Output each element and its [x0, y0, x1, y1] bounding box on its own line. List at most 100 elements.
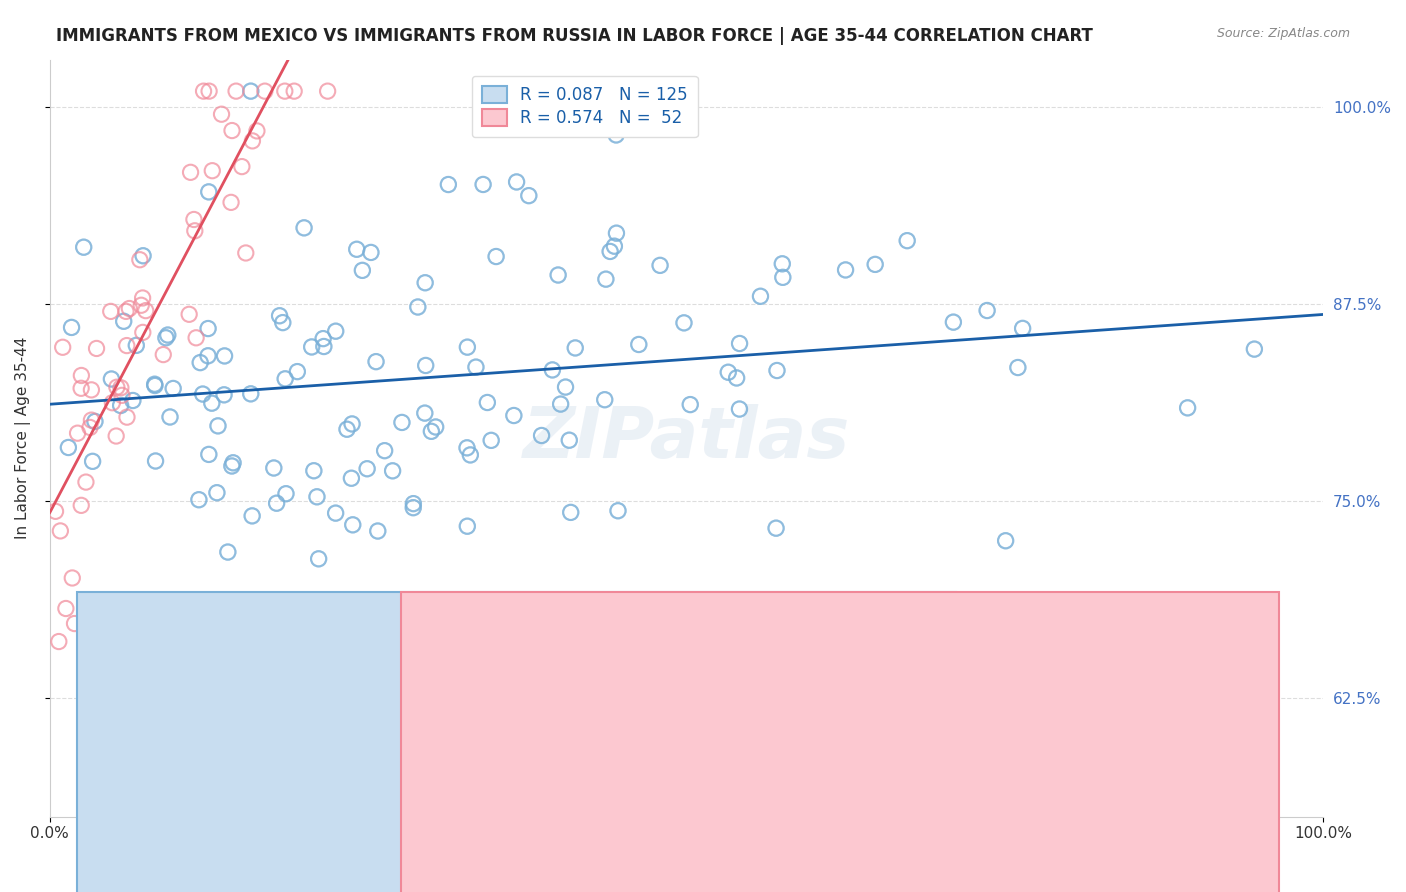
Point [179, 307, 201, 321]
Point [197, 185, 219, 199]
Point [976, 303, 998, 318]
Point [485, 250, 508, 264]
Point [143, 377, 166, 392]
Point [342, 517, 364, 532]
Point [201, 396, 224, 410]
Point [728, 402, 751, 417]
Point [253, 84, 276, 98]
Point [725, 371, 748, 385]
Point [367, 524, 389, 538]
Point [465, 360, 488, 375]
Point [184, 224, 207, 238]
Point [283, 84, 305, 98]
Point [135, 303, 157, 318]
Point [834, 263, 856, 277]
Point [352, 263, 374, 277]
Point [242, 134, 264, 148]
Point [132, 326, 155, 340]
Point [420, 425, 443, 439]
Point [605, 128, 627, 142]
Point [942, 315, 965, 329]
Point [336, 422, 359, 436]
Point [648, 259, 671, 273]
Point [105, 380, 128, 394]
Point [266, 496, 288, 510]
Point [305, 490, 328, 504]
Point [225, 84, 247, 98]
Point [274, 486, 297, 500]
Point [356, 461, 378, 475]
Point [530, 428, 553, 442]
Point [402, 500, 425, 515]
Point [728, 402, 751, 417]
Point [211, 107, 233, 121]
Point [201, 396, 224, 410]
Point [360, 245, 382, 260]
Point [564, 341, 586, 355]
Point [479, 434, 502, 448]
Point [391, 416, 413, 430]
Point [336, 422, 359, 436]
Point [541, 363, 564, 377]
Point [367, 524, 389, 538]
Point [547, 268, 569, 282]
Point [162, 382, 184, 396]
Point [198, 447, 221, 461]
Point [505, 175, 527, 189]
Point [221, 458, 243, 473]
Point [122, 393, 145, 408]
Point [460, 448, 482, 462]
Text: ZIPatlas: ZIPatlas [523, 403, 851, 473]
Point [187, 492, 209, 507]
Point [285, 365, 308, 379]
Point [770, 257, 793, 271]
Point [162, 382, 184, 396]
Point [360, 245, 382, 260]
Point [325, 506, 347, 520]
Point [115, 410, 138, 425]
Point [302, 464, 325, 478]
Point [205, 485, 228, 500]
Point [191, 387, 214, 401]
Point [413, 406, 436, 420]
Point [100, 372, 122, 386]
Point [595, 272, 617, 286]
Point [413, 276, 436, 290]
Point [60, 320, 83, 334]
Point [340, 417, 363, 431]
Point [143, 377, 166, 392]
Point [896, 234, 918, 248]
Point [316, 84, 339, 98]
Point [402, 500, 425, 515]
Point [156, 328, 179, 343]
Point [159, 409, 181, 424]
Point [766, 363, 789, 377]
Point [198, 84, 221, 98]
Point [219, 195, 242, 210]
Point [132, 249, 155, 263]
Point [413, 406, 436, 420]
Point [672, 316, 695, 330]
Point [530, 428, 553, 442]
Point [79, 420, 101, 434]
Point [342, 517, 364, 532]
Point [364, 354, 387, 368]
Point [214, 349, 236, 363]
Point [217, 545, 239, 559]
Point [381, 464, 404, 478]
Point [485, 250, 508, 264]
Point [415, 359, 437, 373]
Point [125, 338, 148, 352]
Point [274, 372, 297, 386]
Point [554, 380, 576, 394]
Point [263, 461, 285, 475]
Point [340, 471, 363, 485]
Point [648, 259, 671, 273]
Point [325, 324, 347, 338]
Point [356, 461, 378, 475]
Point [305, 490, 328, 504]
Point [60, 571, 83, 585]
Point [217, 545, 239, 559]
Point [188, 356, 211, 370]
Point [599, 244, 621, 259]
